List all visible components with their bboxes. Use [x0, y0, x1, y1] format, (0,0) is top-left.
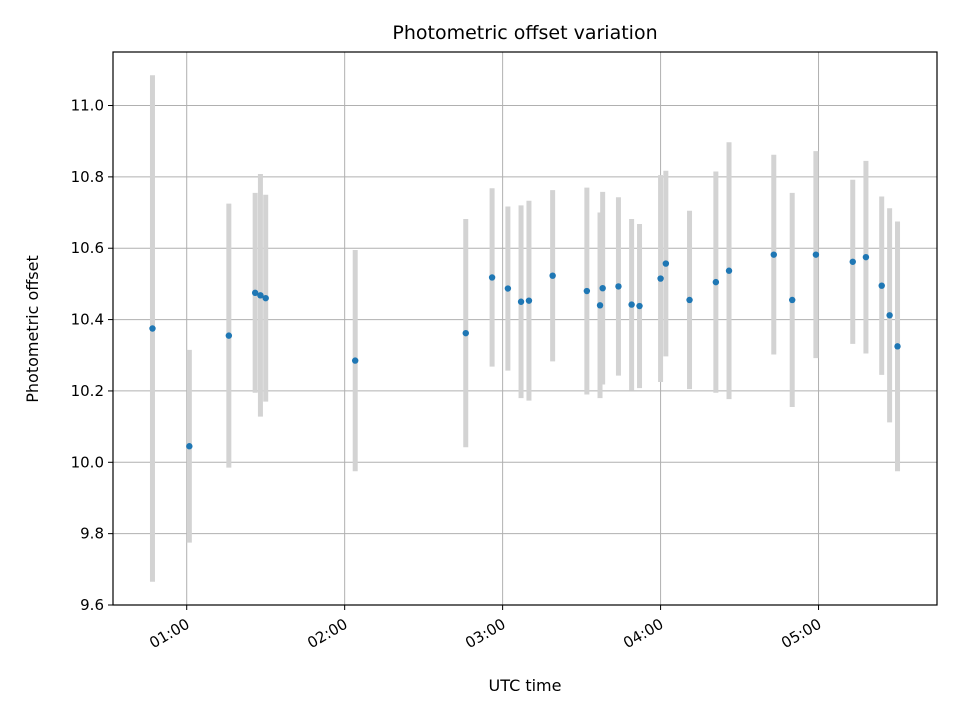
data-point: [257, 292, 264, 299]
y-axis-label: Photometric offset: [23, 255, 42, 403]
data-point: [628, 301, 635, 308]
data-point: [636, 302, 643, 310]
data-point: [599, 284, 606, 292]
data-point: [462, 329, 469, 337]
data-point: [878, 282, 885, 289]
y-tick-label: 9.6: [80, 596, 104, 614]
data-point: [488, 274, 496, 281]
y-tick-label: 10.6: [71, 239, 104, 257]
data-point: [812, 251, 820, 258]
data-point: [712, 278, 720, 286]
y-axis-ticks: 9.6 9.8 10.0 10.2 10.4 10.6 10.8 11.0: [71, 97, 113, 614]
data-point: [657, 275, 664, 282]
data-point: [886, 312, 893, 319]
data-point: [862, 253, 870, 261]
plot-frame: [112, 51, 938, 606]
data-point: [517, 298, 525, 305]
data-point: [583, 287, 591, 295]
data-point: [351, 357, 359, 364]
data-point: [662, 260, 670, 267]
data-point: [549, 272, 556, 279]
data-points: [149, 251, 901, 450]
data-point: [725, 267, 733, 274]
data-point: [225, 332, 233, 339]
y-tick-label: 10.2: [71, 382, 104, 400]
x-axis-label: UTC time: [489, 676, 562, 695]
y-tick-label: 9.8: [80, 525, 104, 543]
data-point: [789, 296, 796, 304]
data-point: [615, 283, 622, 290]
data-point: [525, 297, 533, 304]
data-point: [251, 289, 259, 297]
data-point: [504, 285, 512, 292]
data-point: [186, 443, 193, 450]
data-point: [149, 325, 156, 332]
y-tick-label: 10.4: [71, 311, 104, 329]
y-tick-label: 11.0: [71, 97, 104, 115]
chart-title: Photometric offset variation: [392, 22, 657, 44]
data-point: [770, 251, 777, 258]
y-tick-label: 10.0: [71, 453, 104, 471]
y-tick-label: 10.8: [71, 168, 104, 186]
data-point: [686, 296, 693, 304]
data-point: [262, 294, 269, 302]
data-point: [596, 302, 604, 309]
data-point: [849, 258, 856, 265]
data-point: [894, 343, 901, 350]
